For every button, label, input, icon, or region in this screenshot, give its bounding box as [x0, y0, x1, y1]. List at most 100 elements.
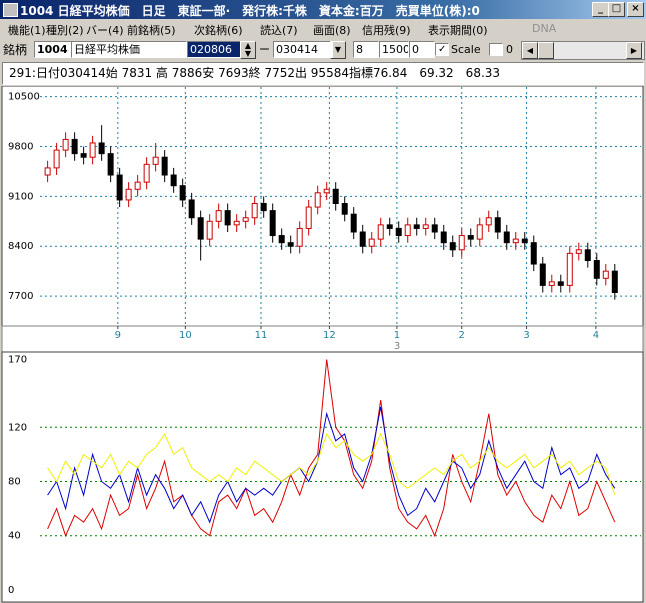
candle-body — [71, 138, 78, 155]
candle-body — [269, 210, 276, 237]
year-label: 3 — [394, 341, 400, 352]
menu-item[interactable]: 前銘柄(5) — [127, 24, 176, 37]
candle-body — [62, 138, 69, 151]
x-tick-label: 10 — [179, 330, 192, 341]
candle-body — [413, 224, 420, 229]
candle-body — [260, 203, 267, 212]
y-tick-label: 120 — [8, 422, 27, 433]
info-line: 291:日付030414始 7831 高 7886安 7693終 7752出 9… — [2, 62, 644, 85]
scale-checkbox[interactable]: ✓ — [435, 43, 449, 56]
candle-body — [476, 224, 483, 240]
field-input[interactable]: 1500 — [379, 41, 409, 58]
candle-body — [431, 224, 438, 233]
x-tick-label: 1 — [394, 330, 400, 341]
candle-body — [377, 224, 384, 240]
candle-body — [251, 203, 258, 219]
indicator-line — [47, 406, 616, 524]
indicator-line — [47, 359, 616, 538]
candle-body — [503, 231, 510, 244]
menu-item[interactable]: 信用残(9) — [362, 24, 411, 37]
candle-body — [170, 174, 177, 187]
candle-body — [224, 210, 231, 226]
candle-body — [53, 149, 60, 169]
x-tick-label: 3 — [523, 330, 529, 341]
close-button[interactable]: × — [627, 2, 644, 17]
candle-body — [485, 217, 492, 226]
candle-body — [332, 188, 339, 205]
start-date-input[interactable]: 020806 — [187, 41, 241, 58]
x-tick-label: 12 — [323, 330, 336, 341]
menu-item[interactable]: バー(4) — [86, 24, 124, 37]
maximize-button[interactable]: □ — [608, 2, 625, 17]
candle-body — [296, 227, 303, 247]
candle-body — [458, 235, 465, 251]
combo-arrow[interactable]: ▼ — [330, 41, 346, 59]
y-tick-label: 10500 — [8, 92, 40, 103]
y-tick-label: 9100 — [8, 191, 33, 202]
candle-body — [359, 231, 366, 247]
candle-body — [611, 270, 618, 294]
end-date-combo[interactable]: 030414 — [273, 41, 333, 58]
candle-body — [233, 220, 240, 226]
menu-item[interactable]: 表示期間(0) — [428, 24, 488, 37]
candle-body — [530, 242, 537, 265]
x-tick-label: 2 — [459, 330, 465, 341]
toolbar: 銘柄 1004 日経平均株価 020806 ▲ ▼ ー 030414 ▼ 8 15… — [0, 38, 646, 60]
candle-body — [143, 163, 150, 183]
scale-label: Scale — [451, 43, 481, 56]
candle-body — [107, 153, 114, 176]
menu-item[interactable]: 次銘柄(6) — [194, 24, 243, 37]
candle-body — [197, 217, 204, 240]
scroll-right[interactable]: ▶ — [626, 42, 642, 59]
y-tick-label: 9800 — [8, 142, 33, 153]
candle-body — [341, 203, 348, 215]
code-input[interactable]: 1004 — [34, 41, 72, 58]
menu-bar: 機能(1) 種別(2) バー(4) 前銘柄(5) 次銘柄(6) 読込(7) 画面… — [0, 19, 646, 38]
candle-body — [539, 263, 546, 286]
candle-body — [368, 238, 375, 247]
candle-body — [494, 217, 501, 233]
candle-body — [206, 220, 213, 240]
candle-body — [575, 249, 582, 254]
menu-item[interactable]: 読込(7) — [260, 24, 298, 37]
candle-body — [134, 181, 141, 190]
scrollbar[interactable]: ◀ ▶ — [521, 41, 645, 60]
candle-body — [440, 231, 447, 244]
scroll-left[interactable]: ◀ — [522, 42, 538, 59]
candle-body — [242, 217, 249, 222]
y-tick-label: 80 — [8, 476, 21, 487]
candle-body — [44, 167, 51, 176]
menu-item[interactable]: 画面(8) — [313, 24, 351, 37]
candle-body — [386, 224, 393, 229]
candle-body — [566, 252, 573, 286]
scroll-thumb[interactable] — [538, 42, 554, 59]
candle-body — [125, 188, 132, 201]
y-tick-label: 170 — [8, 354, 27, 365]
menu-item[interactable]: 種別(2) — [46, 24, 84, 37]
x-axis-strip — [1, 325, 644, 353]
candle-body — [449, 242, 456, 251]
candle-body — [305, 206, 312, 229]
field-input[interactable]: 8 — [353, 41, 379, 58]
candle-body — [278, 235, 285, 244]
candle-body — [404, 224, 411, 237]
checkbox[interactable] — [489, 43, 503, 56]
checkbox-label: 0 — [506, 43, 513, 56]
candle-body — [602, 270, 609, 279]
date-separator: ー — [259, 43, 270, 56]
candle-body — [215, 210, 222, 222]
window-title: 1004 日経平均株価 日足 東証一部· 発行株:千株 資本金:百万 売買単位(… — [20, 4, 480, 18]
menu-item[interactable]: 機能(1) — [8, 24, 46, 37]
field-input[interactable]: 0 — [409, 41, 435, 58]
lower-panel — [1, 351, 644, 603]
x-tick-label: 11 — [255, 330, 268, 341]
candle-body — [512, 238, 519, 244]
spin-button[interactable]: ▲ ▼ — [240, 41, 256, 59]
candle-body — [179, 185, 186, 201]
indicator-line — [47, 432, 616, 496]
x-tick-label: 9 — [115, 330, 121, 341]
code-label: 銘柄 — [3, 43, 28, 57]
minimize-button[interactable]: _ — [592, 2, 609, 17]
name-field: 日経平均株価 — [71, 41, 187, 58]
